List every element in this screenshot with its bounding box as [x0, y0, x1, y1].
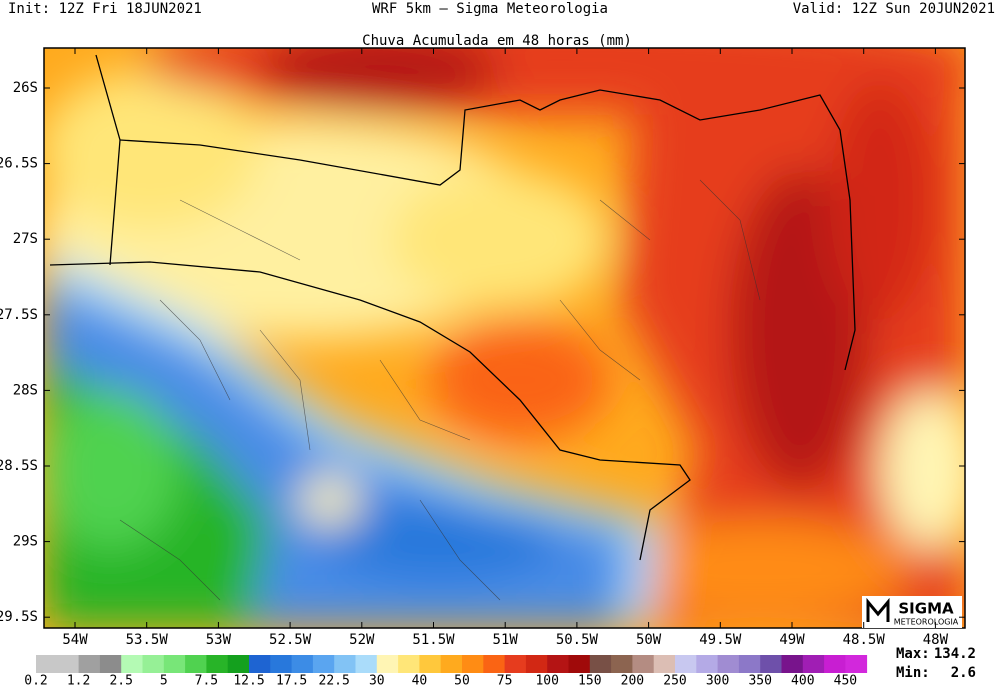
- colorbar-label: 150: [578, 674, 601, 686]
- colorbar-label: 1.2: [67, 674, 90, 686]
- logo-sub: METEOROLOGIA: [894, 618, 959, 627]
- colorbar-label: 5: [160, 674, 168, 686]
- lat-label: 27S: [13, 231, 38, 247]
- colorbar-swatch: [568, 655, 591, 673]
- min-label: Min:: [896, 665, 930, 681]
- lat-label: 28.5S: [0, 458, 38, 474]
- colorbar-swatch: [845, 655, 868, 673]
- colorbar-swatch: [142, 655, 165, 673]
- lon-label: 53W: [206, 632, 232, 648]
- colorbar-swatch: [440, 655, 463, 673]
- colorbar-swatch: [270, 655, 292, 673]
- colorbar-label: 50: [454, 674, 470, 686]
- colorbar-swatch: [185, 655, 207, 673]
- colorbar-swatch: [717, 655, 740, 673]
- colorbar-swatch: [249, 655, 271, 673]
- colorbar-swatch: [589, 655, 612, 673]
- lon-label: 50.5W: [556, 632, 599, 648]
- colorbar-swatch: [291, 655, 314, 673]
- logo: SIGMA METEOROLOGIA: [862, 596, 962, 628]
- colorbar-swatch: [163, 655, 186, 673]
- model-text: WRF 5km – Sigma Meteorologia: [372, 1, 608, 17]
- colorbar-swatch: [547, 655, 569, 673]
- colorbar-label: 250: [663, 674, 686, 686]
- colorbar-swatch: [121, 655, 143, 673]
- lat-label: 27.5S: [0, 307, 38, 323]
- colorbar-label: 300: [706, 674, 729, 686]
- colorbar-swatch: [227, 655, 250, 673]
- lon-label: 48W: [923, 632, 949, 648]
- max-label: Max:: [896, 646, 930, 662]
- lon-label: 52.5W: [269, 632, 312, 648]
- valid-text: Valid: 12Z Sun 20JUN2021: [793, 1, 995, 17]
- lon-label: 49.5W: [699, 632, 742, 648]
- colorbar-swatch: [632, 655, 655, 673]
- colorbar-label: 200: [621, 674, 644, 686]
- colorbar-swatch: [36, 655, 58, 673]
- lat-label: 28S: [13, 382, 38, 398]
- colorbar-label: 22.5: [319, 674, 350, 686]
- colorbar-swatch: [675, 655, 697, 673]
- colorbar-label: 40: [412, 674, 428, 686]
- colorbar-label: 30: [369, 674, 385, 686]
- lon-label: 48.5W: [843, 632, 886, 648]
- lon-label: 50W: [636, 632, 662, 648]
- colorbar-label: 75: [497, 674, 513, 686]
- lon-label: 49W: [779, 632, 805, 648]
- colorbar-swatch: [483, 655, 505, 673]
- colorbar-swatch: [760, 655, 782, 673]
- colorbar-swatch: [334, 655, 356, 673]
- colorbar-label: 7.5: [195, 674, 218, 686]
- lon-label: 51.5W: [412, 632, 455, 648]
- logo-name: SIGMA: [898, 600, 954, 618]
- colorbar-label: 12.5: [233, 674, 264, 686]
- init-text: Init: 12Z Fri 18JUN2021: [8, 1, 202, 17]
- colorbar-label: 17.5: [276, 674, 307, 686]
- colorbar-swatch: [419, 655, 442, 673]
- colorbar-label: 0.2: [24, 674, 47, 686]
- colorbar-label: 450: [834, 674, 857, 686]
- lon-label: 52W: [349, 632, 375, 648]
- colorbar-swatch: [653, 655, 676, 673]
- colorbar-swatch: [99, 655, 122, 673]
- colorbar-swatch: [376, 655, 399, 673]
- min-value: 2.6: [951, 665, 976, 681]
- rain-field: [44, 48, 965, 628]
- lon-label: 54W: [62, 632, 88, 648]
- colorbar-swatch: [206, 655, 229, 673]
- lat-label: 29.5S: [0, 609, 38, 625]
- map-title: Chuva Acumulada em 48 horas (mm): [362, 33, 632, 49]
- lat-label: 26.5S: [0, 156, 38, 172]
- colorbar-swatch: [355, 655, 378, 673]
- colorbar-label: 400: [791, 674, 814, 686]
- colorbar-swatch: [78, 655, 101, 673]
- colorbar-swatch: [504, 655, 527, 673]
- colorbar-swatch: [312, 655, 335, 673]
- colorbar-swatch: [57, 655, 79, 673]
- colorbar-label: 100: [535, 674, 558, 686]
- colorbar-swatch: [738, 655, 761, 673]
- lat-label: 29S: [13, 534, 38, 550]
- colorbar-swatch: [398, 655, 420, 673]
- map-frame: [43, 47, 966, 629]
- colorbar-swatch: [611, 655, 633, 673]
- colorbar-label: 350: [748, 674, 771, 686]
- colorbar-swatch: [462, 655, 484, 673]
- colorbar-swatch: [824, 655, 846, 673]
- lon-label: 53.5W: [126, 632, 169, 648]
- lon-label: 51W: [493, 632, 519, 648]
- colorbar-swatch: [802, 655, 825, 673]
- max-value: 134.2: [934, 646, 976, 662]
- colorbar-swatch: [525, 655, 548, 673]
- colorbar-label: 2.5: [109, 674, 132, 686]
- lat-label: 26S: [13, 80, 38, 96]
- colorbar-swatch: [696, 655, 718, 673]
- colorbar-swatch: [781, 655, 804, 673]
